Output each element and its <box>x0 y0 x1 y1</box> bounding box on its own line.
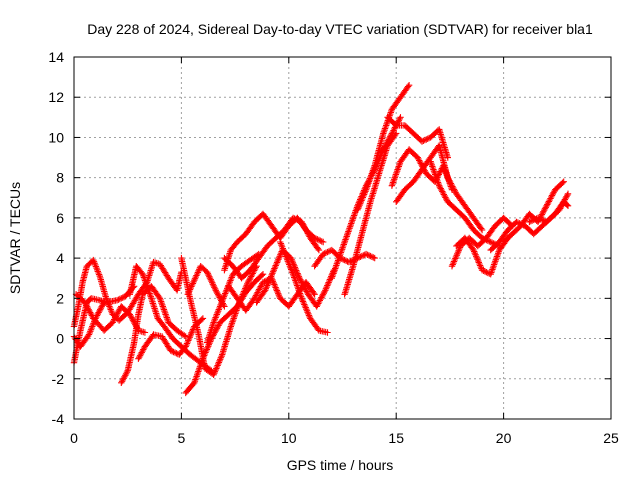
grid-lines <box>74 57 611 419</box>
x-axis-label: GPS time / hours <box>287 457 394 473</box>
x-tick-label: 25 <box>603 430 619 446</box>
y-tick-label: -2 <box>52 371 65 387</box>
series-track-07 <box>135 315 207 362</box>
y-axis-label: SDTVAR / TECUs <box>7 182 23 294</box>
series-track-25 <box>427 158 503 250</box>
series-track-19 <box>328 114 404 282</box>
marker-track <box>354 82 413 213</box>
marker-track <box>328 114 404 282</box>
marker-track <box>526 198 572 226</box>
x-tick-label: 5 <box>178 430 186 446</box>
series-track-26 <box>453 234 512 278</box>
x-axis-ticks: 0 5 10 15 20 25 <box>70 57 619 446</box>
series-track-21 <box>354 82 413 213</box>
series-track-24 <box>393 142 486 234</box>
marker-track <box>341 130 400 298</box>
marker-track <box>384 114 451 161</box>
data-markers <box>70 82 572 397</box>
series-track-09 <box>178 254 260 378</box>
y-tick-label: 4 <box>56 250 64 266</box>
y-tick-label: 2 <box>56 290 64 306</box>
x-tick-label: 0 <box>70 430 78 446</box>
marker-track <box>277 238 331 336</box>
series-track-17 <box>277 238 331 336</box>
x-tick-label: 10 <box>281 430 297 446</box>
marker-track <box>118 283 189 386</box>
y-axis-ticks: -4 -2 0 2 4 6 8 10 12 14 <box>48 49 611 427</box>
marker-track <box>182 271 267 397</box>
y-tick-label: 8 <box>56 170 64 186</box>
x-tick-label: 15 <box>388 430 404 446</box>
chart-title: Day 228 of 2024, Sidereal Day-to-day VTE… <box>87 21 593 37</box>
marker-track <box>221 214 323 282</box>
marker-track <box>253 246 338 310</box>
series-track-30 <box>526 198 572 226</box>
series-track-22 <box>384 114 451 161</box>
marker-track <box>427 158 503 250</box>
y-tick-label: 12 <box>48 89 64 105</box>
series-track-05 <box>118 283 189 386</box>
y-tick-label: 0 <box>56 331 64 347</box>
series-track-11 <box>184 263 228 310</box>
marker-track <box>184 263 228 310</box>
marker-track <box>393 142 486 234</box>
series-track-08 <box>143 258 185 294</box>
series-track-16 <box>253 246 338 310</box>
marker-track <box>135 315 207 362</box>
plot-frame <box>73 56 612 420</box>
y-tick-label: 10 <box>48 129 64 145</box>
series-track-27 <box>448 214 516 270</box>
marker-track <box>143 258 185 294</box>
marker-track <box>178 254 260 378</box>
series-track-20 <box>341 130 400 298</box>
y-tick-label: -4 <box>52 411 65 427</box>
y-tick-label: 6 <box>56 210 64 226</box>
series-track-14 <box>221 214 323 282</box>
plot-border <box>73 56 612 420</box>
marker-track <box>448 214 516 270</box>
series-track-10 <box>182 271 267 397</box>
marker-track <box>453 234 512 278</box>
y-tick-label: 14 <box>48 49 64 65</box>
x-tick-label: 20 <box>496 430 512 446</box>
